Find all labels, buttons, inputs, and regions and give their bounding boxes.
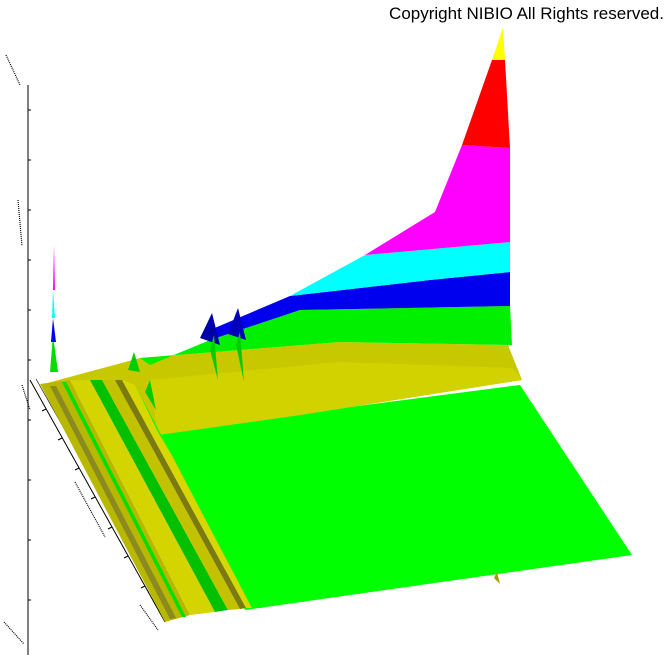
surface-band-yellow-peak	[492, 28, 505, 60]
surface-band-cyan	[290, 242, 510, 296]
surface-ridges	[40, 380, 262, 622]
surface-left-spike	[50, 245, 58, 372]
z-axis-ticks	[28, 109, 31, 601]
surface-band-red	[462, 60, 510, 148]
surface-floor	[158, 385, 632, 610]
axis-label-scribbles	[3, 54, 159, 645]
copyright-notice: Copyright NIBIO All Rights reserved.	[389, 4, 664, 23]
surface-small-peaks	[128, 308, 246, 410]
surface-band-magenta	[365, 145, 510, 255]
surface-drip	[494, 572, 500, 584]
surface-green-slope	[140, 306, 512, 365]
surface-band-blue	[210, 272, 510, 340]
x-axis-ticks	[41, 408, 146, 589]
surface-yellow-shade	[150, 362, 522, 435]
x-axis	[29, 379, 166, 623]
